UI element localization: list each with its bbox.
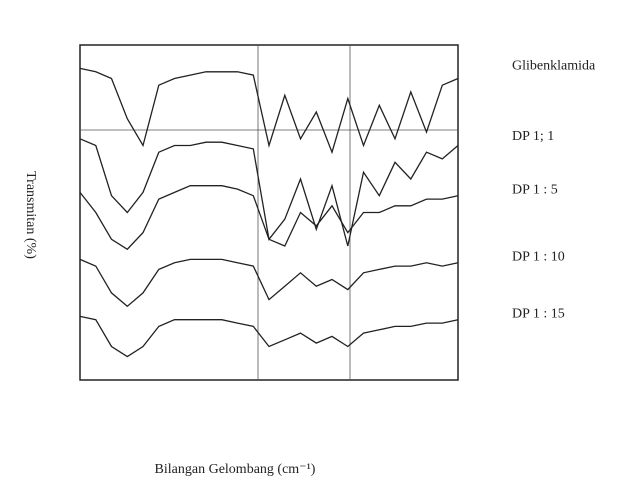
plot-frame bbox=[79, 44, 459, 381]
series-label: DP 1 : 10 bbox=[512, 250, 565, 265]
series-label: DP 1 : 15 bbox=[512, 307, 565, 322]
spectrum-line bbox=[79, 315, 459, 358]
spectrum-line bbox=[79, 67, 459, 155]
series-label: DP 1; 1 bbox=[512, 129, 554, 144]
spectrum-line bbox=[79, 258, 459, 308]
y-axis-label: Transmitan (%) bbox=[23, 171, 38, 259]
spectrum-line bbox=[79, 138, 459, 247]
spectrum-line bbox=[79, 185, 459, 251]
x-axis-label: Bilangan Gelombang (cm⁻¹) bbox=[155, 462, 316, 477]
series-label: DP 1 : 5 bbox=[512, 183, 558, 198]
series-label: Glibenklamida bbox=[512, 59, 596, 74]
